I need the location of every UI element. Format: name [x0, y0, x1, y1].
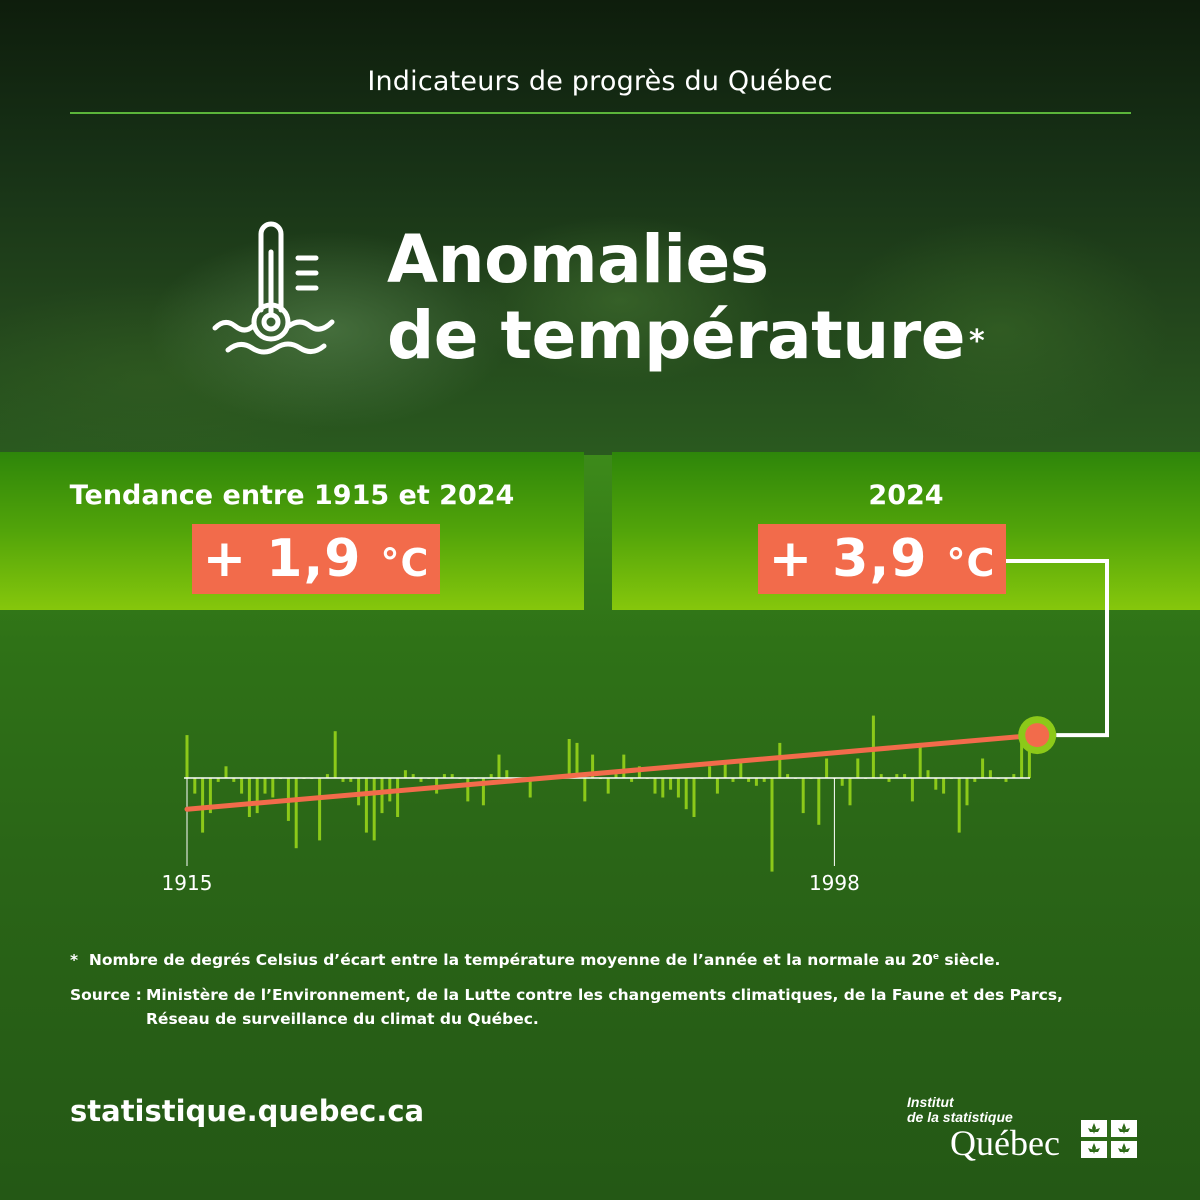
thermometer-icon: [212, 221, 335, 355]
header-divider: [70, 112, 1131, 114]
year-panel: 2024 + 3,9 °C: [612, 452, 1200, 610]
year-value-badge: + 3,9 °C: [758, 524, 1006, 594]
source-note: Source : Ministère de l’Environnement, d…: [70, 983, 1063, 1031]
footnote: * Nombre de degrés Celsius d’écart entre…: [70, 951, 1000, 969]
year-unit: °C: [946, 541, 996, 585]
title-line-1: Anomalies: [387, 221, 769, 298]
footnote-text: Nombre de degrés Celsius d’écart entre l…: [88, 951, 933, 969]
isq-logo: Institut de la statistique Québec: [905, 1094, 1137, 1164]
title-footnote-mark: *: [969, 324, 985, 359]
footnote-sup: e: [932, 951, 940, 962]
logo-line-2: de la statistique: [907, 1109, 1013, 1125]
source-line-2: Réseau de surveillance du climat du Québ…: [146, 1010, 539, 1028]
logo-line-1: Institut: [907, 1094, 954, 1110]
trend-unit: °C: [380, 541, 430, 585]
trend-label: Tendance entre 1915 et 2024: [69, 480, 515, 511]
title-line-2: de température *: [387, 297, 985, 374]
logo-line-3: Québec: [950, 1123, 1060, 1163]
year-label: 2024: [868, 480, 944, 511]
source-line-1: Ministère de l’Environnement, de la Lutt…: [146, 986, 1063, 1004]
year-value: + 3,9: [768, 529, 928, 589]
website-link[interactable]: statistique.quebec.ca: [70, 1094, 425, 1128]
title-line-2-text: de température: [387, 297, 966, 374]
footnote-mark: *: [70, 951, 79, 969]
trend-panel: Tendance entre 1915 et 2024 + 1,9 °C: [0, 452, 584, 610]
page-title: Anomalies de température *: [387, 221, 985, 374]
trend-value: + 1,9: [202, 529, 362, 589]
hero-background: [0, 0, 1200, 455]
quebec-flag-icon: [1081, 1120, 1137, 1158]
trend-value-badge: + 1,9 °C: [192, 524, 440, 594]
footnote-text-end: siècle.: [939, 951, 1001, 969]
source-label: Source :: [70, 986, 142, 1004]
source-body: Ministère de l’Environnement, de la Lutt…: [146, 983, 1063, 1031]
series-title: Indicateurs de progrès du Québec: [367, 66, 833, 97]
